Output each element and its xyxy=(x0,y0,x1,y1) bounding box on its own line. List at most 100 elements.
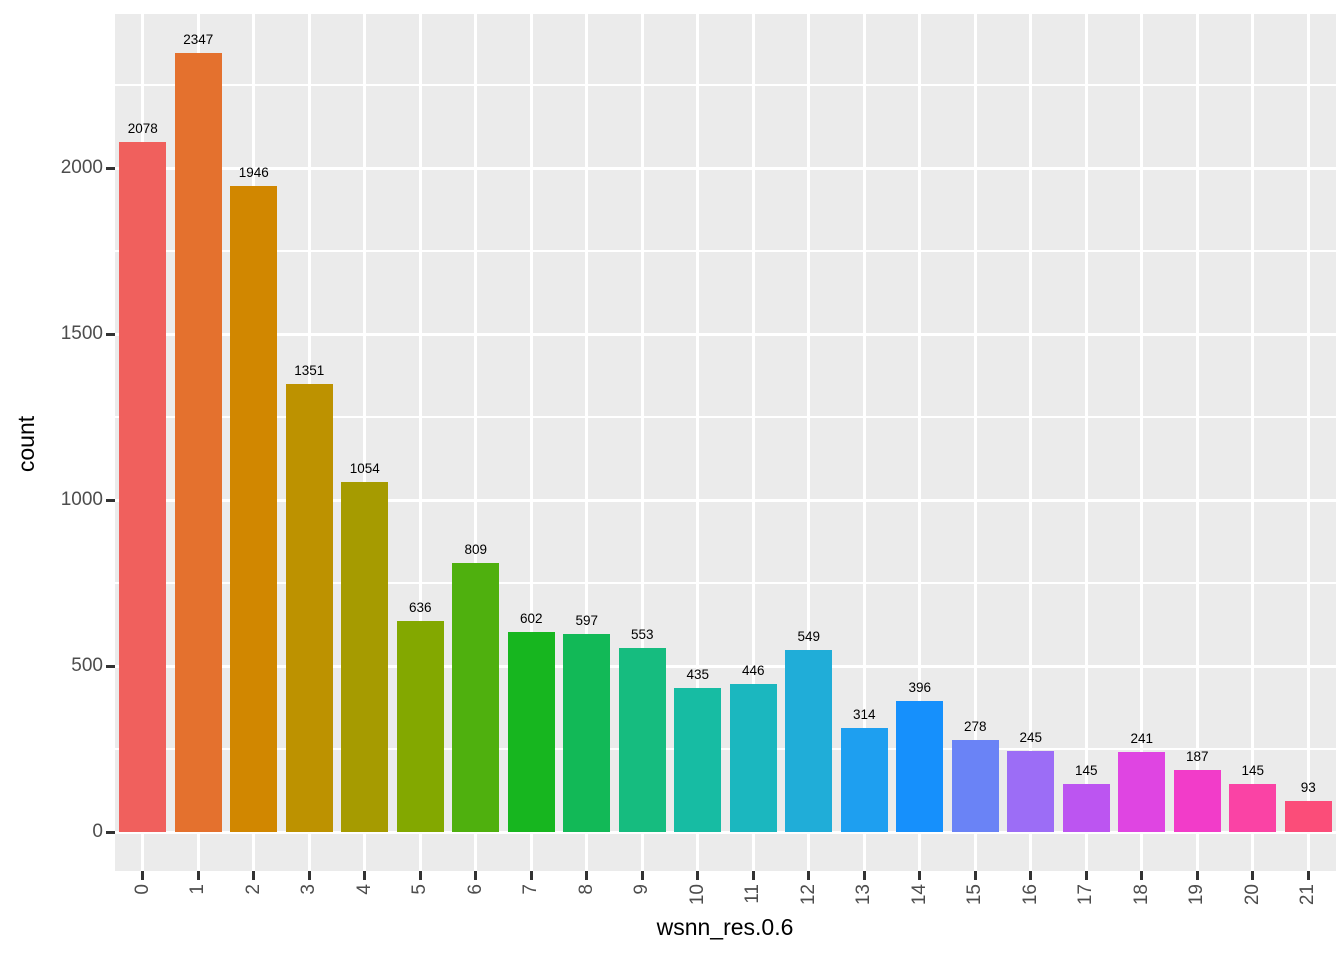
x-tick-label: 1 xyxy=(187,884,209,895)
bar xyxy=(119,142,167,833)
x-axis-tick-mark xyxy=(1195,871,1199,880)
x-axis-tick-mark xyxy=(807,871,811,880)
minor-gridline-horizontal xyxy=(115,416,1336,418)
x-tick-label: 12 xyxy=(797,884,819,906)
bar-value-label: 446 xyxy=(741,662,765,678)
bar xyxy=(396,620,444,833)
x-axis-tick-mark xyxy=(1084,871,1088,880)
bar xyxy=(1173,769,1221,833)
bar-value-label: 93 xyxy=(1300,780,1316,796)
major-gridline-vertical xyxy=(807,14,811,871)
bar-value-label: 597 xyxy=(575,612,599,628)
major-gridline-horizontal xyxy=(115,830,1336,834)
y-tick-label: 0 xyxy=(92,821,103,843)
minor-gridline-horizontal xyxy=(115,582,1336,584)
bar-value-label: 1351 xyxy=(294,362,325,378)
x-axis-tick-mark xyxy=(141,871,145,880)
major-gridline-horizontal xyxy=(115,498,1336,502)
major-gridline-horizontal xyxy=(115,166,1336,170)
bar-value-label: 435 xyxy=(686,666,710,682)
bar xyxy=(341,482,389,833)
x-axis-tick-mark xyxy=(1306,871,1310,880)
bar xyxy=(618,648,666,833)
bar xyxy=(729,683,777,833)
y-axis-tick-mark xyxy=(106,830,115,834)
bar xyxy=(785,649,833,833)
x-axis-tick-mark xyxy=(1029,871,1033,880)
bar-value-label: 549 xyxy=(797,628,821,644)
bar-value-label: 553 xyxy=(630,627,654,643)
major-gridline-vertical xyxy=(1306,14,1310,871)
x-tick-label: 7 xyxy=(520,884,542,895)
x-tick-label: 3 xyxy=(298,884,320,895)
x-axis-tick-mark xyxy=(1251,871,1255,880)
bar xyxy=(174,52,222,833)
x-axis-tick-mark xyxy=(307,871,311,880)
x-tick-label: 18 xyxy=(1130,884,1152,906)
bar-value-label: 602 xyxy=(519,611,543,627)
major-gridline-vertical xyxy=(1084,14,1088,871)
x-axis-tick-mark xyxy=(196,871,200,880)
major-gridline-vertical xyxy=(696,14,700,871)
major-gridline-horizontal xyxy=(115,332,1336,336)
major-gridline-horizontal xyxy=(115,664,1336,668)
y-axis-title: count xyxy=(13,415,39,473)
y-tick-label: 2000 xyxy=(60,157,103,179)
x-axis-tick-mark xyxy=(1140,871,1144,880)
bar xyxy=(285,383,333,833)
x-tick-label: 5 xyxy=(409,884,431,895)
bar-value-label: 809 xyxy=(464,542,488,558)
x-axis-tick-mark xyxy=(696,871,700,880)
y-axis-tick-mark xyxy=(106,498,115,502)
x-axis-tick-mark xyxy=(529,871,533,880)
bar xyxy=(1062,783,1110,833)
bar-value-label: 636 xyxy=(408,599,432,615)
major-gridline-vertical xyxy=(418,14,422,871)
x-tick-label: 15 xyxy=(964,884,986,906)
x-axis-tick-mark xyxy=(252,871,256,880)
bar-value-label: 245 xyxy=(1019,729,1043,745)
major-gridline-vertical xyxy=(918,14,922,871)
x-tick-label: 20 xyxy=(1241,884,1263,906)
bar xyxy=(1118,752,1166,833)
x-tick-label: 10 xyxy=(686,884,708,906)
x-tick-label: 6 xyxy=(464,884,486,895)
major-gridline-vertical xyxy=(1251,14,1255,871)
y-tick-label: 1500 xyxy=(60,323,103,345)
x-tick-label: 8 xyxy=(575,884,597,895)
bar xyxy=(674,687,722,833)
bar xyxy=(452,563,500,833)
minor-gridline-horizontal xyxy=(115,748,1336,750)
bar-value-label: 241 xyxy=(1130,731,1154,747)
bar xyxy=(230,186,278,833)
bar-value-label: 1946 xyxy=(238,165,269,181)
y-tick-label: 1000 xyxy=(60,489,103,511)
x-axis-tick-mark xyxy=(418,871,422,880)
major-gridline-vertical xyxy=(1140,14,1144,871)
x-tick-label: 21 xyxy=(1297,884,1319,906)
y-axis-tick-mark xyxy=(106,332,115,336)
bar xyxy=(951,739,999,833)
x-axis-tick-mark xyxy=(585,871,589,880)
x-axis-title: wsnn_res.0.6 xyxy=(656,914,794,940)
major-gridline-vertical xyxy=(751,14,755,871)
bar-value-label: 396 xyxy=(908,679,932,695)
y-axis-tick-mark xyxy=(106,664,115,668)
bar xyxy=(507,632,555,833)
x-tick-label: 9 xyxy=(631,884,653,895)
bar-value-label: 314 xyxy=(852,706,876,722)
x-axis-tick-mark xyxy=(640,871,644,880)
major-gridline-vertical xyxy=(973,14,977,871)
major-gridline-vertical xyxy=(529,14,533,871)
major-gridline-vertical xyxy=(1195,14,1199,871)
x-axis-tick-mark xyxy=(474,871,478,880)
x-axis-tick-mark xyxy=(918,871,922,880)
x-tick-label: 17 xyxy=(1075,884,1097,906)
bar xyxy=(563,633,611,833)
x-tick-label: 4 xyxy=(353,884,375,895)
bar xyxy=(1007,750,1055,833)
bar xyxy=(1284,801,1332,833)
x-axis-tick-mark xyxy=(973,871,977,880)
bar xyxy=(840,727,888,833)
